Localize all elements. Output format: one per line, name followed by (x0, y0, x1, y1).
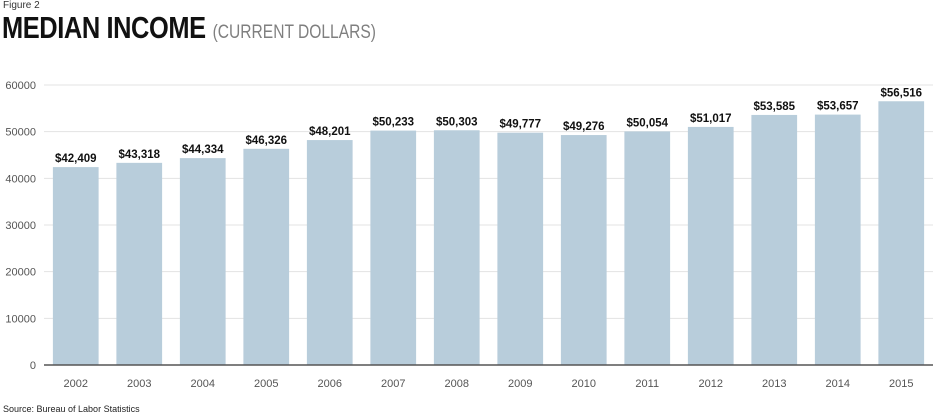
x-tick-label: 2002 (64, 378, 88, 390)
bar (243, 148, 290, 365)
data-label: $53,657 (817, 101, 859, 113)
data-label: $42,409 (55, 153, 97, 165)
data-label: $46,326 (245, 135, 287, 147)
chart-title: MEDIAN INCOME (2, 10, 206, 45)
data-label: $50,303 (436, 116, 478, 128)
bar (497, 132, 544, 365)
y-tick-label: 0 (30, 360, 36, 372)
chart-subtitle: (CURRENT DOLLARS) (212, 22, 376, 43)
bar (751, 114, 798, 365)
bar (814, 114, 861, 365)
chart-title-row: MEDIAN INCOME (CURRENT DOLLARS) (2, 10, 376, 46)
bar-chart: 0 10000 20000 30000 40000 50000 60000 $42,409 20… (5, 80, 933, 390)
x-tick-label: 2015 (889, 378, 913, 390)
y-tick-label: 60000 (5, 80, 36, 92)
x-tick-label: 2014 (826, 378, 850, 390)
bar (52, 167, 99, 365)
y-tick-label: 20000 (5, 267, 36, 279)
bar (179, 158, 226, 365)
bar (370, 130, 417, 365)
x-tick-label: 2008 (445, 378, 469, 390)
y-tick-label: 30000 (5, 220, 36, 232)
bar (560, 135, 607, 365)
data-label: $56,516 (880, 87, 922, 99)
bar (306, 140, 353, 365)
y-tick-label: 50000 (5, 127, 36, 139)
data-label: $49,276 (563, 121, 605, 133)
data-label: $51,017 (690, 113, 732, 125)
data-label: $48,201 (309, 126, 351, 138)
x-tick-label: 2013 (762, 378, 786, 390)
bar (878, 101, 925, 365)
y-tick-label: 40000 (5, 173, 36, 185)
bar (624, 131, 671, 365)
bar (433, 130, 480, 365)
data-label: $50,054 (626, 117, 668, 129)
source-note: Source: Bureau of Labor Statistics (3, 404, 140, 414)
x-tick-label: 2004 (191, 378, 215, 390)
x-tick-label: 2010 (572, 378, 596, 390)
data-label: $43,318 (118, 149, 160, 161)
bar (687, 126, 734, 365)
x-tick-label: 2006 (318, 378, 342, 390)
bar (116, 162, 163, 365)
data-label: $53,585 (753, 101, 795, 113)
x-tick-label: 2005 (254, 378, 278, 390)
x-tick-label: 2007 (381, 378, 405, 390)
figure-label: Figure 2 (3, 0, 40, 11)
data-label: $44,334 (182, 144, 224, 156)
x-tick-label: 2011 (635, 378, 659, 390)
x-tick-label: 2003 (127, 378, 151, 390)
data-label: $50,233 (372, 117, 414, 129)
data-label: $49,777 (499, 119, 541, 131)
x-tick-label: 2009 (508, 378, 532, 390)
x-tick-label: 2012 (699, 378, 723, 390)
y-tick-label: 10000 (5, 313, 36, 325)
